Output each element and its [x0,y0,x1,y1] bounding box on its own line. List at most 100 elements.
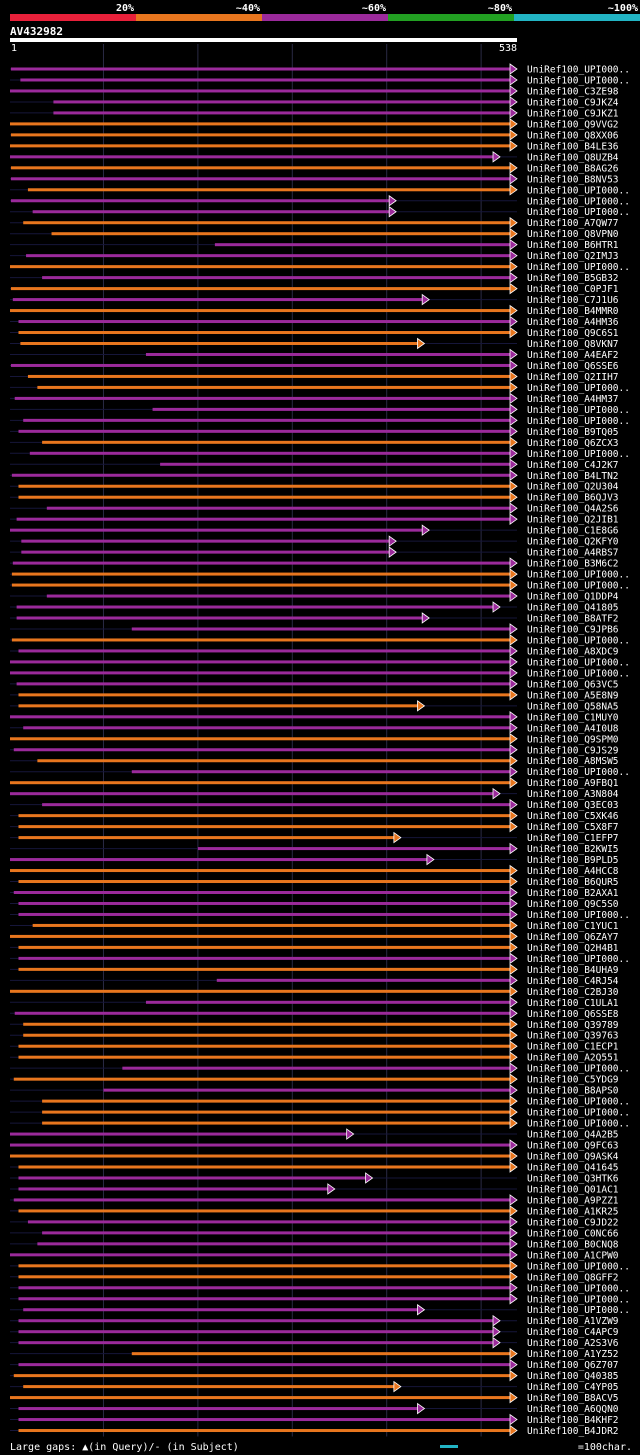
hit-bar[interactable] [23,221,512,225]
hit-row[interactable]: UniRef100_A1CPW0 [10,1249,619,1262]
hit-label[interactable]: UniRef100_B3M6C2 [527,559,619,570]
hit-label[interactable]: UniRef100_UPI000.. [527,1064,630,1075]
hit-row[interactable]: UniRef100_UPI000.. [18,1260,630,1273]
hit-row[interactable]: UniRef100_C9JPB6 [131,623,619,636]
hit-bar[interactable] [18,484,512,488]
hit-bar[interactable] [12,298,424,302]
hit-label[interactable]: UniRef100_UPI000.. [527,1119,630,1130]
hit-label[interactable]: UniRef100_Q9SPM0 [527,734,619,745]
hit-row[interactable]: UniRef100_Q6ZAY7 [10,930,619,943]
hit-row[interactable]: UniRef100_C0PJF1 [10,282,619,296]
hit-label[interactable]: UniRef100_UPI000.. [527,581,630,592]
hit-label[interactable]: UniRef100_B4LE36 [527,141,619,152]
hit-label[interactable]: UniRef100_UPI000.. [527,635,630,646]
hit-label[interactable]: UniRef100_Q41645 [527,1163,619,1174]
hit-label[interactable]: UniRef100_UPI000.. [527,449,630,460]
hit-row[interactable]: UniRef100_Q2KFY0 [21,535,619,548]
hit-bar[interactable] [18,901,512,905]
hit-label[interactable]: UniRef100_Q9C5S0 [527,899,619,910]
hit-bar[interactable] [10,89,511,93]
hit-label[interactable]: UniRef100_Q6SSE8 [527,1009,619,1020]
hit-label[interactable]: UniRef100_Q6Z707 [527,1360,619,1371]
hit-label[interactable]: UniRef100_UPI000.. [527,405,630,416]
hit-label[interactable]: UniRef100_UPI000.. [527,262,630,273]
hit-label[interactable]: UniRef100_UPI000.. [527,1283,630,1294]
hit-bar[interactable] [18,1275,512,1279]
hit-row[interactable]: UniRef100_Q9ASK4 [10,1150,619,1163]
hit-label[interactable]: UniRef100_Q4A2B5 [527,1130,619,1141]
hit-row[interactable]: UniRef100_B9TQ05 [18,425,619,438]
hit-bar[interactable] [10,858,428,862]
hit-bar[interactable] [16,517,511,521]
hit-row[interactable]: UniRef100_Q8UZB4 [10,151,619,164]
hit-label[interactable]: UniRef100_UPI000.. [527,657,630,668]
hit-label[interactable]: UniRef100_C1ECP1 [527,1042,619,1053]
hit-bar[interactable] [16,682,511,686]
hit-label[interactable]: UniRef100_A7QW77 [527,218,619,229]
hit-row[interactable]: UniRef100_A8MSW5 [37,754,619,768]
hit-label[interactable]: UniRef100_B6QJV3 [527,493,619,504]
hit-label[interactable]: UniRef100_Q39789 [527,1020,619,1031]
hit-label[interactable]: UniRef100_C1ULA1 [527,998,619,1009]
hit-bar[interactable] [10,528,424,532]
hit-label[interactable]: UniRef100_A4HCC8 [527,866,619,877]
hit-row[interactable]: UniRef100_A4I0U8 [23,722,619,735]
hit-bar[interactable] [10,199,391,203]
hit-label[interactable]: UniRef100_B9TQ05 [527,427,619,438]
hit-bar[interactable] [42,276,512,280]
hit-label[interactable]: UniRef100_UPI000.. [527,1294,630,1305]
hit-label[interactable]: UniRef100_A1CPW0 [527,1250,619,1261]
hit-row[interactable]: UniRef100_Q2U304 [18,480,619,493]
hit-bar[interactable] [20,342,419,345]
hit-bar[interactable] [214,243,512,247]
hit-row[interactable]: UniRef100_Q39763 [23,1029,619,1042]
hit-label[interactable]: UniRef100_C9JPB6 [527,624,619,635]
hit-bar[interactable] [10,1154,511,1158]
hit-label[interactable]: UniRef100_C4YP05 [527,1382,619,1393]
hit-bar[interactable] [10,737,511,741]
hit-bar[interactable] [18,1055,512,1059]
hit-label[interactable]: UniRef100_A4RBS7 [527,548,619,559]
hit-bar[interactable] [10,869,511,873]
hit-row[interactable]: UniRef100_Q2JIB1 [16,513,619,526]
hit-label[interactable]: UniRef100_C9JKZ1 [527,108,619,119]
hit-bar[interactable] [18,1330,495,1334]
hit-bar[interactable] [18,1165,512,1169]
hit-bar[interactable] [23,1385,395,1389]
hit-bar[interactable] [18,967,512,971]
hit-label[interactable]: UniRef100_Q6ZAY7 [527,932,619,943]
hit-bar[interactable] [51,232,511,236]
hit-row[interactable]: UniRef100_C4J2K7 [160,458,619,471]
hit-bar[interactable] [10,715,511,719]
hit-row[interactable]: UniRef100_Q2IMJ3 [26,249,619,263]
hit-bar[interactable] [18,1187,329,1191]
hit-row[interactable]: UniRef100_C1MUY0 [10,711,619,724]
hit-bar[interactable] [18,1319,495,1323]
hit-bar[interactable] [18,649,512,653]
hit-row[interactable]: UniRef100_B2AXA1 [13,886,619,900]
hit-label[interactable]: UniRef100_C7J1U6 [527,295,619,306]
hit-row[interactable]: UniRef100_UPI000.. [42,1095,630,1108]
hit-label[interactable]: UniRef100_B6HTR1 [527,240,619,251]
hit-label[interactable]: UniRef100_Q40385 [527,1371,619,1382]
hit-row[interactable]: UniRef100_Q8XX06 [10,129,619,142]
hit-bar[interactable] [10,660,511,664]
hit-bar[interactable] [122,1066,511,1070]
hit-label[interactable]: UniRef100_Q8GFF2 [527,1272,619,1283]
hit-bar[interactable] [16,616,424,620]
hit-label[interactable]: UniRef100_B8ACV5 [527,1393,619,1404]
hit-row[interactable]: UniRef100_C5XK46 [18,809,619,823]
hit-bar[interactable] [11,473,511,477]
hit-row[interactable]: UniRef100_C4APC9 [18,1325,619,1339]
hit-bar[interactable] [21,539,391,543]
hit-bar[interactable] [18,1264,512,1268]
hit-bar[interactable] [18,1341,495,1345]
hit-label[interactable]: UniRef100_UPI000.. [527,196,630,207]
hit-bar[interactable] [37,385,512,389]
hit-row[interactable]: UniRef100_C4RJ54 [216,974,619,987]
hit-row[interactable]: UniRef100_Q58NA5 [18,700,619,713]
hit-row[interactable]: UniRef100_Q39789 [23,1018,619,1031]
hit-bar[interactable] [23,1308,419,1312]
hit-bar[interactable] [197,847,511,851]
hit-row[interactable]: UniRef100_C9JD22 [27,1216,619,1229]
